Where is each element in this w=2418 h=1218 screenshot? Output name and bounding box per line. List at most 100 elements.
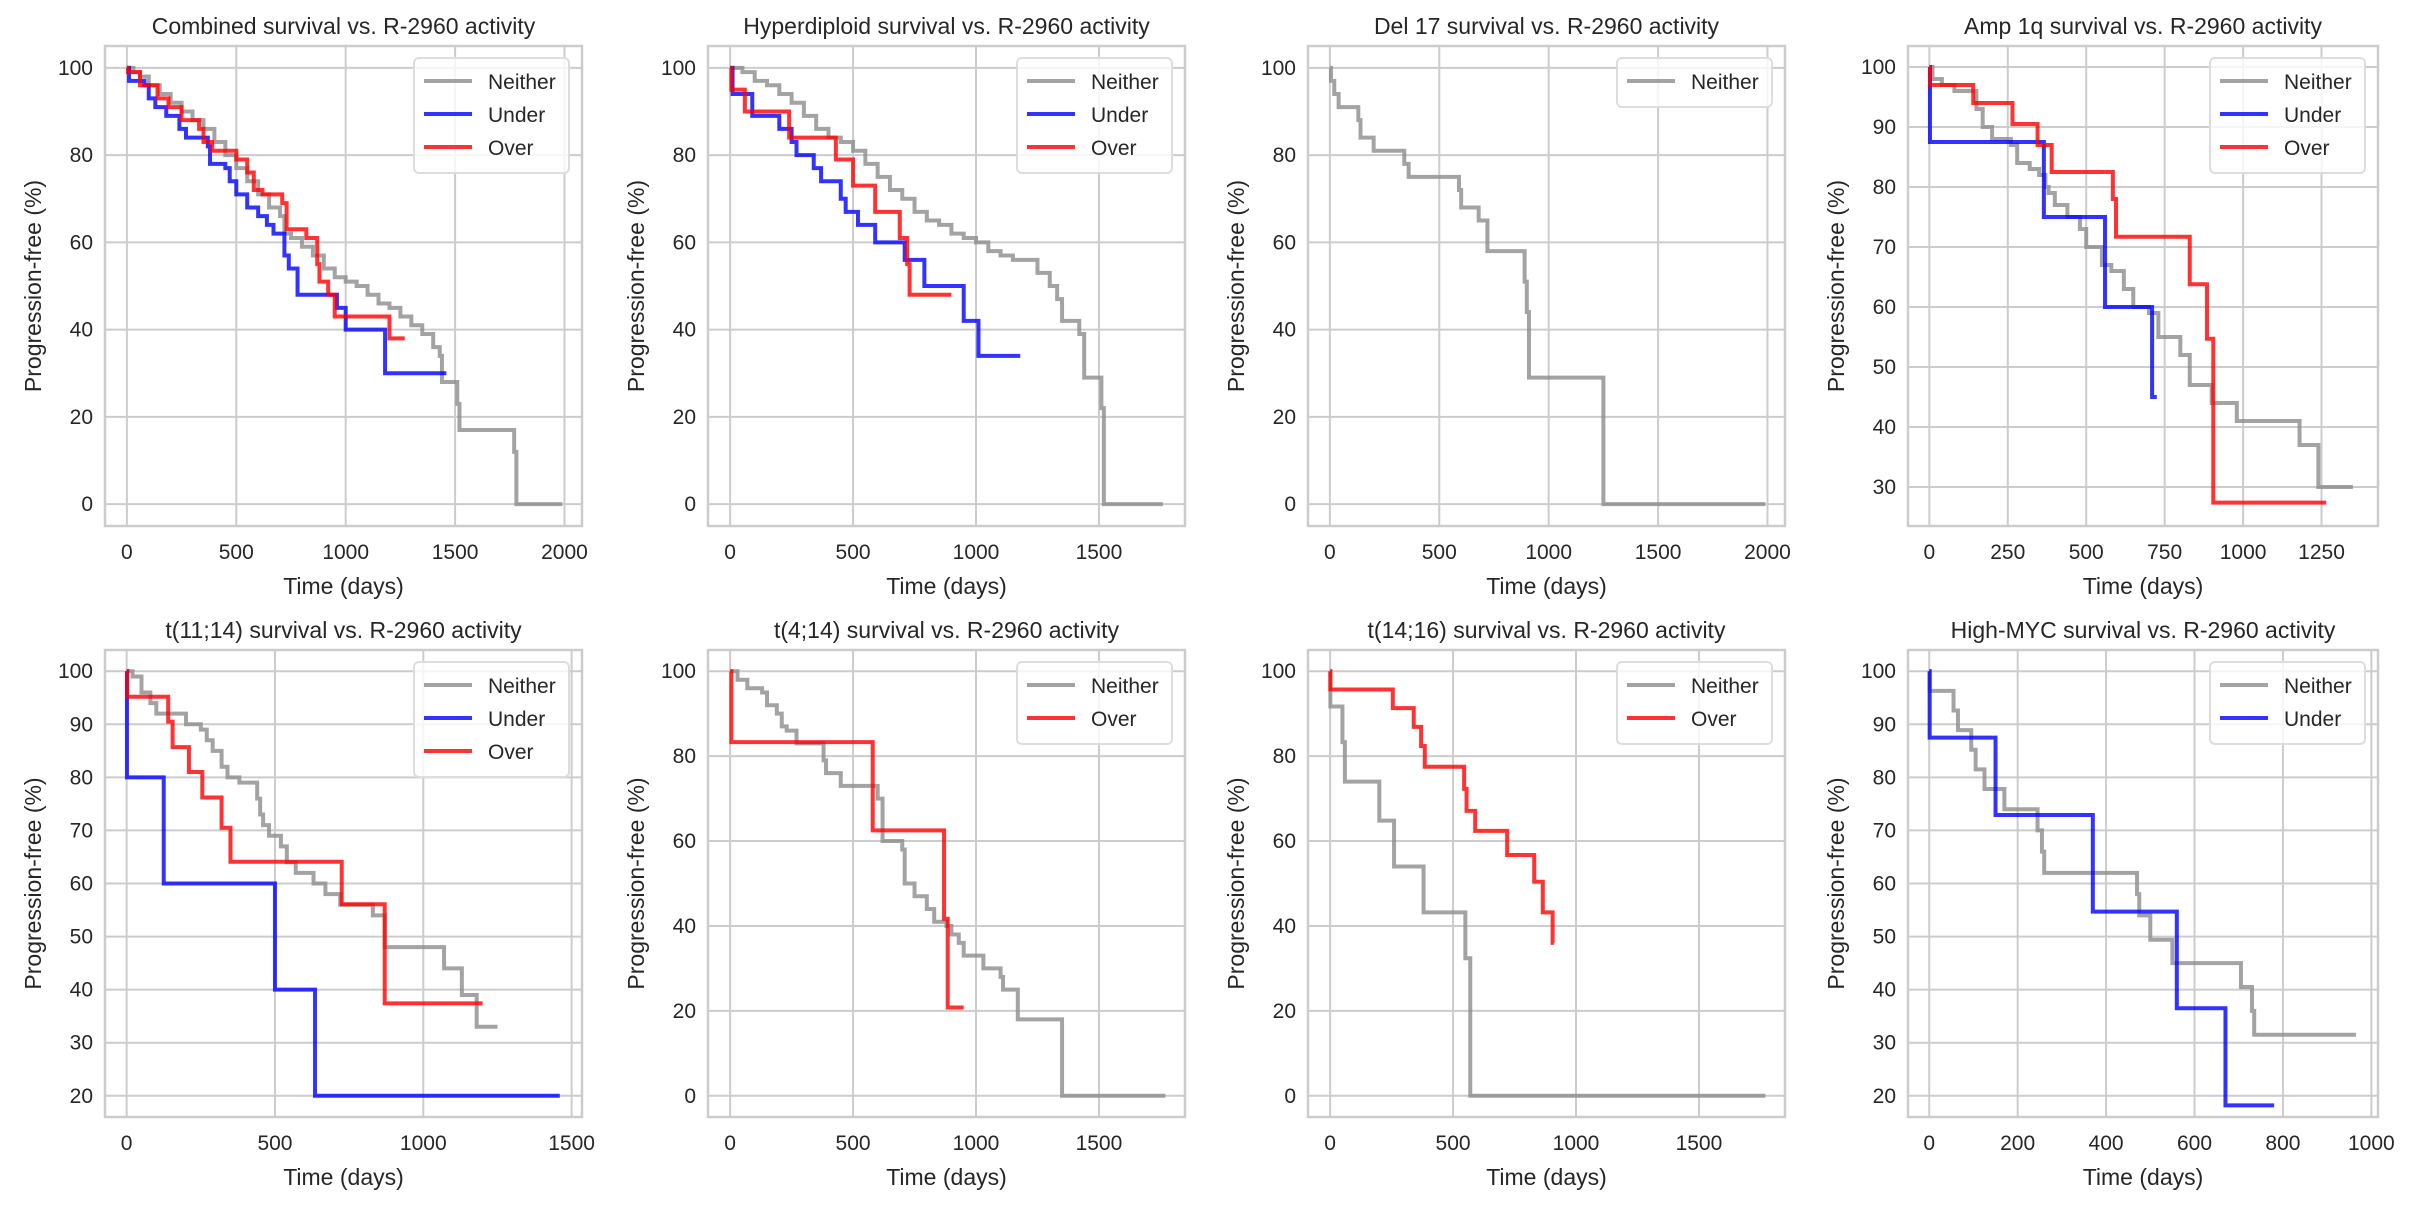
y-tick-label: 100 bbox=[661, 660, 696, 683]
y-tick-label: 0 bbox=[1284, 493, 1296, 516]
legend-label: Over bbox=[1091, 708, 1137, 731]
legend-box bbox=[413, 661, 570, 778]
y-tick-label: 70 bbox=[1873, 236, 1896, 259]
y-tick-label: 100 bbox=[661, 57, 696, 80]
legend-label: Neither bbox=[1691, 675, 1759, 698]
series-line-neither bbox=[1328, 65, 1766, 507]
x-tick-label: 1000 bbox=[2220, 541, 2267, 564]
y-tick-label: 80 bbox=[673, 745, 696, 768]
y-tick-label: 0 bbox=[1284, 1085, 1296, 1108]
legend-label: Over bbox=[1691, 708, 1737, 731]
y-tick-label: 80 bbox=[1873, 766, 1896, 789]
series-line-under bbox=[730, 65, 1021, 358]
y-tick-label: 40 bbox=[70, 979, 93, 1002]
series-line-over bbox=[729, 65, 952, 297]
y-tick-label: 20 bbox=[1273, 1000, 1296, 1023]
y-tick-label: 30 bbox=[1873, 476, 1896, 499]
chart-title: Combined survival vs. R-2960 activity bbox=[152, 13, 536, 39]
y-tick-label: 60 bbox=[673, 231, 696, 254]
y-tick-label: 60 bbox=[1873, 296, 1896, 319]
series-line-neither bbox=[730, 65, 1163, 507]
series-line-neither bbox=[1927, 669, 2356, 1037]
series-line-over bbox=[125, 65, 405, 341]
x-tick-label: 1500 bbox=[1635, 541, 1682, 564]
y-tick-label: 60 bbox=[70, 873, 93, 896]
x-axis-label: Time (days) bbox=[2083, 573, 2204, 599]
series-line-neither bbox=[730, 669, 1166, 1098]
y-tick-label: 100 bbox=[1261, 57, 1296, 80]
legend-box bbox=[2209, 57, 2366, 174]
y-tick-label: 0 bbox=[684, 1085, 696, 1108]
legend: Neither Over bbox=[1016, 661, 1173, 745]
y-tick-label: 40 bbox=[1273, 915, 1296, 938]
chart-title: t(11;14) survival vs. R-2960 activity bbox=[165, 617, 522, 643]
y-axis-label: Progression-free (%) bbox=[1223, 777, 1249, 989]
legend: Neither bbox=[1616, 57, 1773, 108]
y-axis-label: Progression-free (%) bbox=[20, 777, 46, 989]
series-line-neither bbox=[126, 65, 563, 507]
axes-frame bbox=[1306, 44, 1787, 528]
legend: Neither Under bbox=[2209, 661, 2366, 745]
x-tick-label: 1000 bbox=[2348, 1132, 2395, 1155]
legend-label: Neither bbox=[488, 71, 556, 94]
y-tick-label: 40 bbox=[673, 915, 696, 938]
x-tick-label: 1000 bbox=[322, 541, 369, 564]
x-tick-label: 1000 bbox=[953, 1132, 1000, 1155]
y-tick-label: 60 bbox=[1873, 873, 1896, 896]
x-tick-label: 500 bbox=[219, 541, 254, 564]
y-tick-label: 60 bbox=[673, 830, 696, 853]
legend-box bbox=[2209, 661, 2366, 745]
series-line-over bbox=[1328, 669, 1555, 945]
x-tick-label: 0 bbox=[121, 1132, 133, 1155]
chart-title: t(4;14) survival vs. R-2960 activity bbox=[774, 617, 1120, 643]
x-tick-label: 200 bbox=[2000, 1132, 2035, 1155]
series-line-over bbox=[1927, 65, 2327, 505]
x-tick-label: 0 bbox=[724, 1132, 736, 1155]
subplot-3: 0 500 1000 1500 2000 0 20 40 60 80 100 Del 17 survi… bbox=[1223, 13, 1791, 599]
y-tick-label: 60 bbox=[1273, 231, 1296, 254]
series-line-over bbox=[125, 669, 483, 1006]
axes-frame bbox=[1906, 648, 2380, 1119]
legend-label: Over bbox=[488, 741, 534, 764]
legend-label: Neither bbox=[488, 675, 556, 698]
y-tick-label: 80 bbox=[1273, 745, 1296, 768]
y-tick-label: 20 bbox=[673, 406, 696, 429]
legend-box bbox=[1616, 57, 1773, 108]
legend-label: Under bbox=[1091, 104, 1148, 127]
x-tick-label: 1000 bbox=[1553, 1132, 1600, 1155]
y-tick-label: 100 bbox=[58, 57, 93, 80]
x-axis-label: Time (days) bbox=[1486, 573, 1607, 599]
x-tick-label: 0 bbox=[724, 541, 736, 564]
axes-frame bbox=[1906, 44, 2380, 528]
x-tick-label: 500 bbox=[1436, 1132, 1471, 1155]
x-tick-label: 500 bbox=[257, 1132, 292, 1155]
y-tick-label: 30 bbox=[70, 1032, 93, 1055]
y-axis-label: Progression-free (%) bbox=[623, 777, 649, 989]
series-line-under bbox=[1927, 65, 2157, 399]
y-tick-label: 90 bbox=[1873, 116, 1896, 139]
y-tick-label: 70 bbox=[70, 819, 93, 842]
x-tick-label: 750 bbox=[2147, 541, 2182, 564]
x-tick-label: 2000 bbox=[541, 541, 588, 564]
y-axis-label: Progression-free (%) bbox=[1223, 180, 1249, 392]
subplot-4: 0 250 500 750 1000 1250 30 40 50 60 70 80 90 100 Amp 1… bbox=[1823, 13, 2380, 599]
x-tick-label: 1000 bbox=[1525, 541, 1572, 564]
subplot-8: 0 200 400 600 800 1000 20 30 40 50 60 70 80 90 100 High… bbox=[1823, 617, 2395, 1190]
x-tick-label: 1500 bbox=[1076, 1132, 1123, 1155]
x-axis-label: Time (days) bbox=[886, 1164, 1007, 1190]
y-axis-label: Progression-free (%) bbox=[1823, 777, 1849, 989]
x-tick-label: 1500 bbox=[548, 1132, 595, 1155]
legend-label: Over bbox=[2284, 137, 2330, 160]
y-tick-label: 80 bbox=[70, 766, 93, 789]
legend-label: Neither bbox=[2284, 675, 2352, 698]
x-tick-label: 500 bbox=[1422, 541, 1457, 564]
y-tick-label: 40 bbox=[1273, 319, 1296, 342]
y-tick-label: 80 bbox=[70, 144, 93, 167]
x-tick-label: 1000 bbox=[953, 541, 1000, 564]
series-line-under bbox=[124, 669, 560, 1098]
legend: Neither Under Over bbox=[413, 661, 570, 778]
x-tick-label: 2000 bbox=[1744, 541, 1791, 564]
y-tick-label: 40 bbox=[70, 319, 93, 342]
y-tick-label: 50 bbox=[70, 926, 93, 949]
y-tick-label: 20 bbox=[1873, 1085, 1896, 1108]
